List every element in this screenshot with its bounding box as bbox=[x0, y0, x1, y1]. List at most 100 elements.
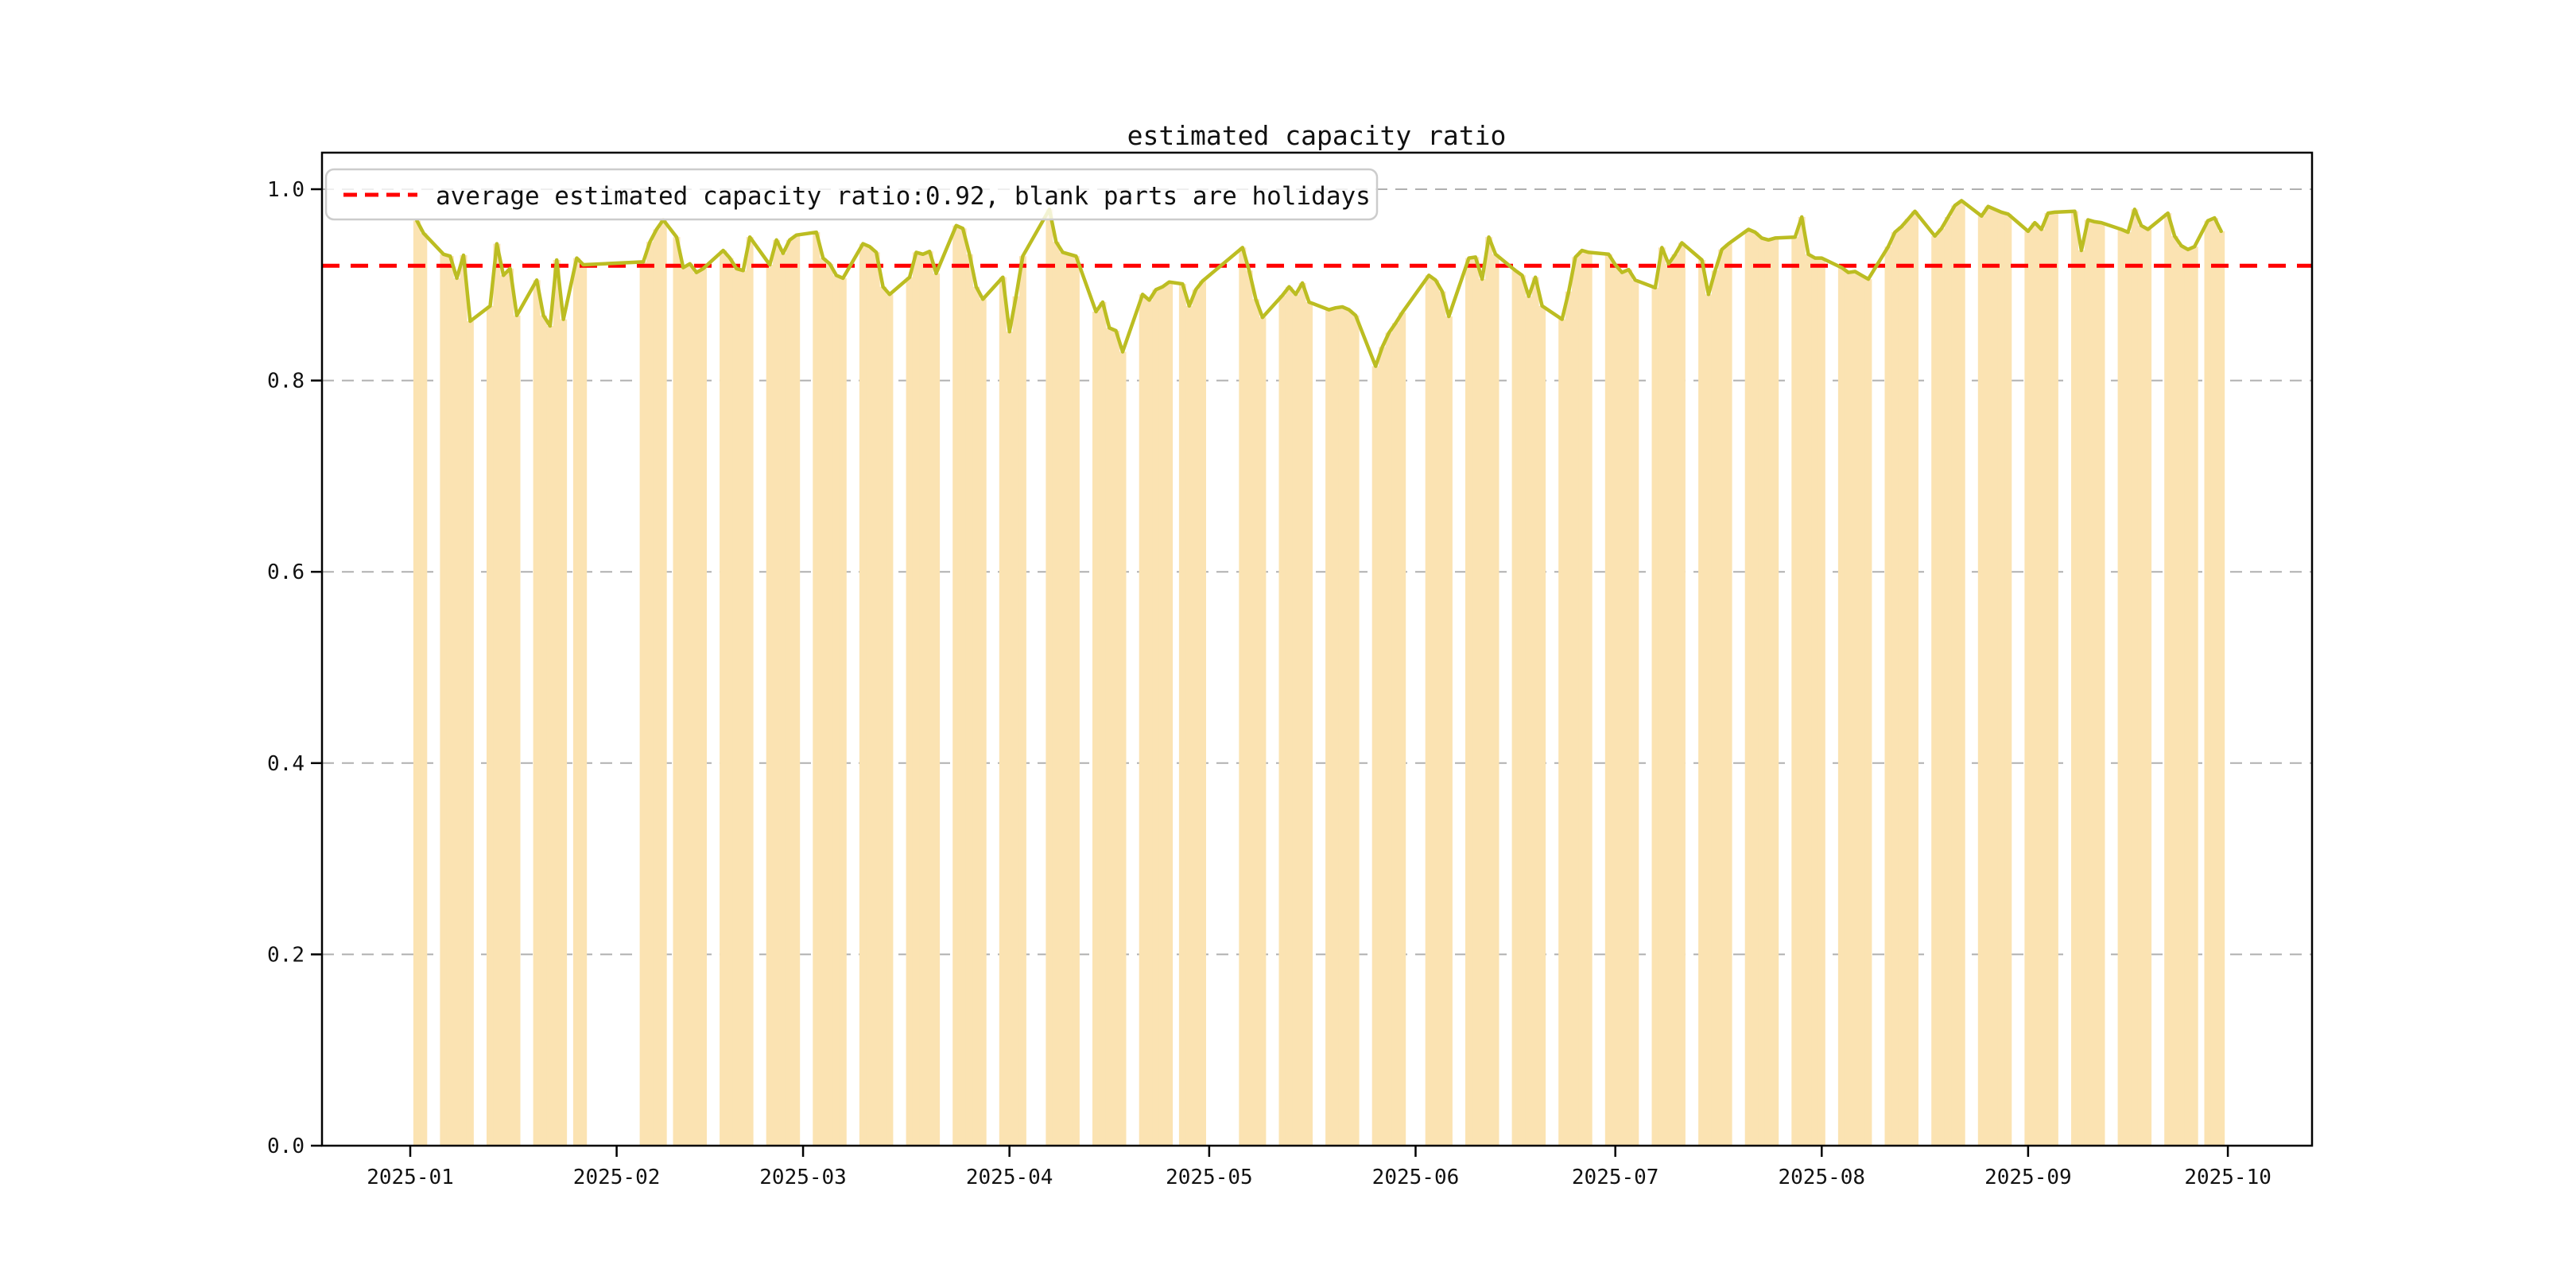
workday-bar bbox=[1565, 291, 1573, 1146]
workday-bar bbox=[2050, 211, 2058, 1146]
workday-bar bbox=[1752, 232, 1759, 1146]
workday-bar bbox=[786, 239, 793, 1146]
workday-bar bbox=[540, 315, 547, 1146]
workday-bar bbox=[580, 265, 588, 1146]
workday-bar bbox=[493, 243, 501, 1146]
x-tick-label: 2025-06 bbox=[1372, 1166, 1460, 1189]
workday-bar bbox=[1105, 328, 1113, 1146]
workday-bar bbox=[1851, 271, 1859, 1146]
workday-bar bbox=[1245, 270, 1253, 1146]
workday-bar bbox=[886, 294, 894, 1146]
workday-bar bbox=[453, 277, 461, 1146]
workday-bar bbox=[446, 256, 454, 1146]
workday-bar bbox=[2144, 229, 2152, 1146]
workday-bar bbox=[1665, 263, 1673, 1146]
workday-bar bbox=[1604, 254, 1612, 1146]
workday-bar bbox=[952, 225, 960, 1146]
workday-bar bbox=[1478, 279, 1486, 1146]
workday-bar bbox=[1252, 299, 1259, 1146]
workday-bar bbox=[1718, 249, 1726, 1146]
capacity-line-layer bbox=[415, 199, 2223, 368]
y-tick-label: 1.0 bbox=[267, 178, 305, 202]
workday-bar bbox=[2077, 250, 2085, 1146]
workday-bar bbox=[1944, 216, 1952, 1146]
workday-bar bbox=[979, 299, 987, 1146]
workday-bar bbox=[692, 272, 700, 1146]
workday-bar bbox=[2031, 223, 2039, 1146]
workday-bar bbox=[1651, 287, 1659, 1146]
workday-bar bbox=[1332, 308, 1340, 1146]
workday-bar bbox=[766, 265, 774, 1146]
workday-bar bbox=[999, 277, 1007, 1146]
workday-bar bbox=[513, 315, 521, 1146]
workday-bar bbox=[1845, 272, 1852, 1146]
workday-bar bbox=[1112, 331, 1120, 1146]
workday-bar bbox=[1065, 254, 1073, 1146]
workday-bar bbox=[2137, 225, 2145, 1146]
x-tick-label: 2025-10 bbox=[2184, 1166, 2271, 1189]
workday-bar bbox=[1345, 309, 1353, 1146]
workday-bar bbox=[959, 228, 967, 1146]
workday-bar bbox=[720, 250, 727, 1146]
workday-bar bbox=[2038, 229, 2046, 1146]
workday-bar bbox=[2097, 223, 2105, 1146]
workday-bar bbox=[1578, 250, 1586, 1146]
workday-bar bbox=[572, 258, 580, 1146]
workday-bar bbox=[1764, 239, 1772, 1146]
workday-bar bbox=[739, 270, 747, 1146]
workday-bar bbox=[1891, 232, 1899, 1146]
workday-bar bbox=[2184, 249, 2192, 1146]
workday-bar bbox=[1239, 247, 1247, 1146]
workday-bar bbox=[1046, 209, 1053, 1146]
workday-bar bbox=[1744, 229, 1752, 1146]
workday-bar bbox=[2071, 211, 2078, 1146]
workday-bar bbox=[1911, 211, 1918, 1146]
workday-bar bbox=[1791, 237, 1799, 1146]
workday-bar bbox=[1558, 319, 1566, 1146]
chart-title: estimated capacity ratio bbox=[1127, 120, 1507, 151]
workday-bar bbox=[546, 326, 554, 1146]
workday-bar bbox=[879, 286, 887, 1146]
workday-bar bbox=[832, 275, 840, 1146]
workday-bar bbox=[1485, 237, 1493, 1146]
workday-bar bbox=[1192, 289, 1200, 1146]
workday-bar bbox=[639, 262, 647, 1146]
workday-bar bbox=[1352, 315, 1360, 1146]
workday-bar bbox=[1166, 281, 1174, 1146]
workday-bar bbox=[1977, 215, 1985, 1146]
x-tick-label: 2025-01 bbox=[367, 1166, 454, 1189]
workday-bar bbox=[1572, 257, 1579, 1146]
workday-bar bbox=[1292, 294, 1300, 1146]
workday-bar bbox=[726, 258, 734, 1146]
x-tick-label: 2025-05 bbox=[1166, 1166, 1253, 1189]
x-tick-label: 2025-09 bbox=[1984, 1166, 2072, 1189]
workday-bar bbox=[1864, 279, 1872, 1146]
workday-bar bbox=[1139, 294, 1146, 1146]
y-tick-label: 0.0 bbox=[267, 1135, 305, 1158]
workday-bar bbox=[839, 277, 847, 1146]
workday-bar bbox=[1938, 228, 1946, 1146]
y-tick-label: 0.6 bbox=[267, 561, 305, 584]
workday-bar bbox=[1285, 286, 1293, 1146]
workday-bar bbox=[1018, 256, 1026, 1146]
y-tick-label: 0.8 bbox=[267, 370, 305, 394]
workday-bar bbox=[440, 254, 448, 1146]
workday-bar bbox=[2217, 231, 2225, 1146]
workday-bar bbox=[1625, 270, 1632, 1146]
workday-bar bbox=[866, 246, 874, 1146]
workday-bar bbox=[460, 255, 467, 1146]
workday-bar bbox=[826, 263, 834, 1146]
workday-bar bbox=[1146, 300, 1153, 1146]
workday-bar bbox=[1904, 219, 1912, 1146]
workday-bar bbox=[679, 267, 687, 1146]
workday-bar bbox=[1199, 281, 1206, 1146]
workday-bar bbox=[1711, 270, 1719, 1146]
workday-bar bbox=[1931, 235, 1939, 1146]
workday-bars-layer bbox=[413, 200, 2225, 1146]
workday-bar bbox=[746, 237, 754, 1146]
workday-bar bbox=[1951, 205, 1959, 1146]
workday-bar bbox=[912, 252, 920, 1146]
workday-bar bbox=[700, 268, 707, 1146]
workday-bar bbox=[1818, 258, 1825, 1146]
